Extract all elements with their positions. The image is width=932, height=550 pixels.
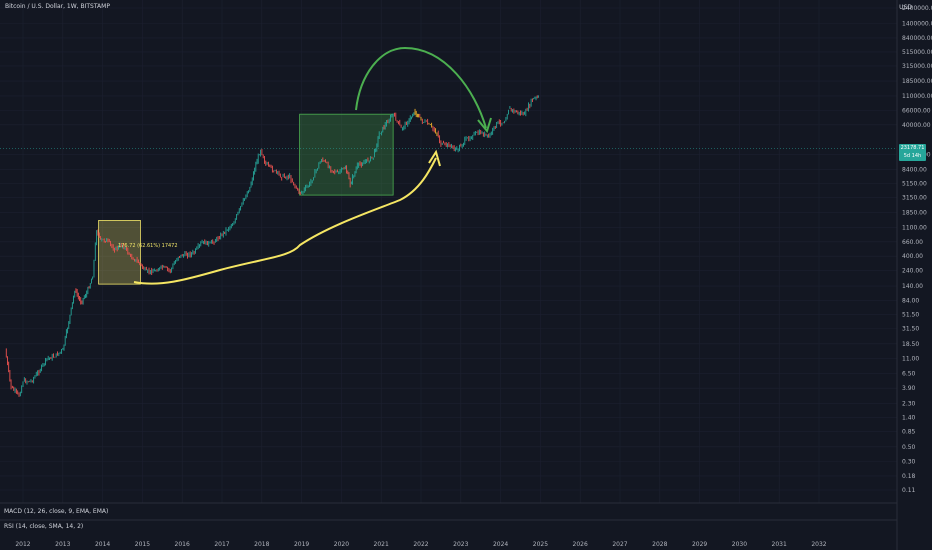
price-tick-label: 8400.00 bbox=[902, 166, 927, 173]
macd-indicator-label[interactable]: MACD (12, 26, close, 9, EMA, EMA) bbox=[4, 508, 109, 515]
time-tick-label: 2027 bbox=[612, 541, 627, 548]
price-tick-label: 2400000.00 bbox=[902, 5, 932, 12]
price-tick-label: 0.18 bbox=[902, 473, 916, 480]
price-tick-label: 40000.00 bbox=[902, 122, 931, 129]
price-tick-label: 0.11 bbox=[902, 487, 916, 494]
time-tick-label: 2029 bbox=[692, 541, 707, 548]
price-tick-label: 315000.00 bbox=[902, 63, 932, 70]
green-arrow bbox=[355, 46, 487, 129]
chart-grid bbox=[0, 0, 897, 503]
time-tick-label: 2031 bbox=[772, 541, 787, 548]
time-tick-label: 2019 bbox=[294, 541, 309, 548]
time-tick-label: 2021 bbox=[374, 541, 389, 548]
price-tick-label: 110000.00 bbox=[902, 93, 932, 100]
price-tick-label: 1850.00 bbox=[902, 209, 927, 216]
last-price-badge: 23178.71 5d 14h bbox=[899, 144, 926, 161]
price-tick-label: 18.50 bbox=[902, 341, 919, 348]
price-tick-label: 185000.00 bbox=[902, 78, 932, 85]
time-tick-label: 2020 bbox=[334, 541, 349, 548]
price-tick-label: 0.50 bbox=[902, 444, 916, 451]
time-tick-label: 2023 bbox=[453, 541, 468, 548]
price-tick-label: 6.50 bbox=[902, 371, 916, 378]
price-tick-label: 1400000.00 bbox=[902, 20, 932, 27]
time-tick-label: 2025 bbox=[533, 541, 548, 548]
price-series bbox=[5, 95, 539, 397]
yellow-arrowhead bbox=[428, 149, 441, 167]
green-highlight-box bbox=[299, 113, 394, 196]
price-tick-label: 84.00 bbox=[902, 298, 919, 305]
time-tick-label: 2032 bbox=[811, 541, 826, 548]
green-arrowhead bbox=[477, 117, 492, 134]
time-axis[interactable]: 2012 2013 2014 2015 2016 2017 2018 2019 2020 2021… bbox=[15, 541, 826, 548]
time-tick-label: 2026 bbox=[573, 541, 588, 548]
price-tick-label: 0.30 bbox=[902, 458, 916, 465]
price-tick-label: 1.40 bbox=[902, 414, 916, 421]
currency-label[interactable]: USD bbox=[899, 4, 912, 11]
price-tick-label: 400.00 bbox=[902, 253, 923, 260]
time-tick-label: 2024 bbox=[493, 541, 508, 548]
price-tick-label: 51.50 bbox=[902, 312, 919, 319]
price-tick-label: 515000.00 bbox=[902, 49, 932, 56]
time-tick-label: 2013 bbox=[55, 541, 70, 548]
time-tick-label: 2022 bbox=[413, 541, 428, 548]
price-tick-label: 5150.00 bbox=[902, 180, 927, 187]
rsi-indicator-label[interactable]: RSI (14, close, SMA, 14, 2) bbox=[4, 523, 84, 530]
price-tick-label: 840000.00 bbox=[902, 35, 932, 42]
price-axis[interactable]: 2400000.00 1400000.00 840000.00 515000.00 31… bbox=[902, 5, 932, 494]
bar-countdown: 5d 14h bbox=[903, 153, 922, 159]
time-tick-label: 2028 bbox=[652, 541, 667, 548]
price-tick-label: 140.00 bbox=[902, 283, 923, 290]
time-tick-label: 2014 bbox=[95, 541, 110, 548]
yellow-arrow bbox=[133, 157, 437, 285]
price-tick-label: 3150.00 bbox=[902, 194, 927, 201]
price-tick-label: 11.00 bbox=[902, 356, 919, 363]
time-tick-label: 2016 bbox=[175, 541, 190, 548]
highlight-boxes bbox=[98, 113, 394, 285]
time-tick-label: 2012 bbox=[15, 541, 30, 548]
price-tick-label: 2.30 bbox=[902, 400, 916, 407]
price-tick-label: 31.50 bbox=[902, 326, 919, 333]
price-tick-label: 0.85 bbox=[902, 429, 916, 436]
price-tick-label: 3.90 bbox=[902, 385, 916, 392]
annotation-arrows bbox=[133, 46, 492, 285]
price-tick-label: 66000.00 bbox=[902, 108, 931, 115]
yellow-highlight-box bbox=[98, 220, 141, 285]
symbol-header[interactable]: Bitcoin / U.S. Dollar, 1W, BITSTAMP bbox=[5, 3, 110, 10]
time-tick-label: 2030 bbox=[732, 541, 747, 548]
price-tick-label: 1100.00 bbox=[902, 224, 927, 231]
time-tick-label: 2017 bbox=[214, 541, 229, 548]
time-tick-label: 2015 bbox=[135, 541, 150, 548]
price-tick-label: 660.00 bbox=[902, 239, 923, 246]
time-tick-label: 2018 bbox=[254, 541, 269, 548]
range-measure-label: 176.72 (62.61%) 17472 bbox=[118, 243, 178, 249]
last-price-value: 23178.71 bbox=[900, 145, 925, 151]
price-tick-label: 240.00 bbox=[902, 268, 923, 275]
